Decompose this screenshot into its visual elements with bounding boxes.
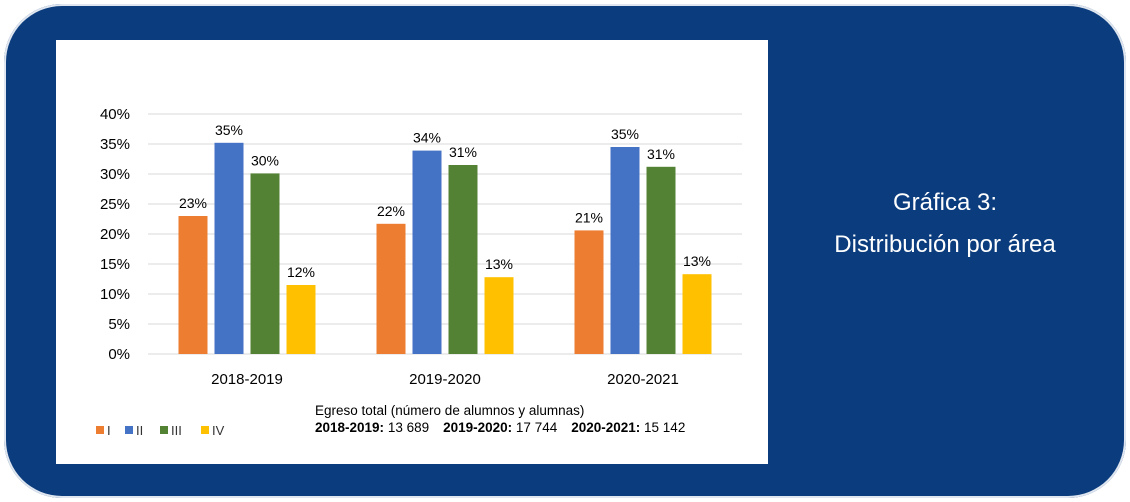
bar-iii-2020-2021 bbox=[646, 166, 676, 354]
legend-swatch-iv bbox=[201, 426, 209, 434]
y-tick-label: 40% bbox=[100, 106, 130, 123]
note-year-label: 2019-2020: bbox=[443, 420, 512, 435]
bar-ii-2020-2021 bbox=[610, 147, 640, 354]
data-label: 31% bbox=[647, 146, 675, 162]
y-tick-label: 25% bbox=[100, 196, 130, 213]
note-year-label: 2020-2021: bbox=[571, 420, 640, 435]
x-tick-label: 2019-2020 bbox=[409, 371, 481, 388]
y-tick-label: 0% bbox=[108, 346, 130, 363]
caption-subtitle: Distribución por área bbox=[834, 231, 1056, 258]
note-count: 17 744 bbox=[512, 420, 558, 435]
y-tick-label: 30% bbox=[100, 166, 130, 183]
legend-label-i: I bbox=[107, 423, 111, 438]
data-label: 30% bbox=[251, 152, 279, 168]
data-label: 13% bbox=[683, 253, 711, 269]
data-label: 22% bbox=[377, 203, 405, 219]
data-label: 23% bbox=[179, 195, 207, 211]
bar-i-2019-2020 bbox=[376, 223, 406, 354]
bar-chart: 0% 5% 10% 15% 20% 25% 30% 35% 40% 23% 35% 30% 12% 201… bbox=[96, 106, 742, 438]
x-tick-label: 2018-2019 bbox=[211, 371, 283, 388]
legend-swatch-ii bbox=[125, 426, 133, 434]
y-tick-label: 15% bbox=[100, 256, 130, 273]
note-heading: Egreso total (número de alumnos y alumna… bbox=[315, 403, 584, 418]
data-label: 21% bbox=[575, 209, 603, 225]
bar-ii-2019-2020 bbox=[412, 150, 442, 354]
data-label: 12% bbox=[287, 264, 315, 280]
legend-swatch-i bbox=[96, 426, 104, 434]
data-label: 34% bbox=[413, 130, 441, 146]
data-label: 35% bbox=[215, 122, 243, 138]
note-count: 13 689 bbox=[384, 420, 429, 435]
data-label: 13% bbox=[485, 256, 513, 272]
legend-label-ii: II bbox=[136, 423, 143, 438]
y-tick-label: 10% bbox=[100, 286, 130, 303]
bar-iii-2019-2020 bbox=[448, 165, 478, 354]
data-label: 31% bbox=[449, 144, 477, 160]
legend-label-iv: IV bbox=[212, 423, 225, 438]
bar-iv-2019-2020 bbox=[484, 277, 514, 354]
caption-title: Gráfica 3: bbox=[892, 189, 998, 216]
bar-iv-2018-2019 bbox=[286, 285, 316, 354]
bar-i-2020-2021 bbox=[574, 230, 604, 354]
chart-caption: Gráfica 3: Distribución por área bbox=[780, 188, 1110, 260]
bar-iv-2020-2021 bbox=[682, 274, 712, 354]
bar-ii-2018-2019 bbox=[214, 142, 244, 354]
bar-iii-2018-2019 bbox=[250, 173, 280, 354]
note-year-label: 2018-2019: bbox=[315, 420, 384, 435]
legend-swatch-iii bbox=[160, 426, 168, 434]
bar-i-2018-2019 bbox=[178, 216, 208, 354]
note-values: 2018-2019: 13 689 2019-2020: 17 744 2020-2… bbox=[315, 420, 685, 435]
chart-card: 0% 5% 10% 15% 20% 25% 30% 35% 40% 23% 35% 30% 12% 201… bbox=[56, 40, 768, 464]
y-tick-label: 35% bbox=[100, 136, 130, 153]
y-tick-label: 5% bbox=[108, 316, 130, 333]
note-count: 15 142 bbox=[640, 420, 685, 435]
data-label: 35% bbox=[611, 126, 639, 142]
y-tick-label: 20% bbox=[100, 226, 130, 243]
x-tick-label: 2020-2021 bbox=[607, 371, 679, 388]
legend-label-iii: III bbox=[171, 423, 182, 438]
